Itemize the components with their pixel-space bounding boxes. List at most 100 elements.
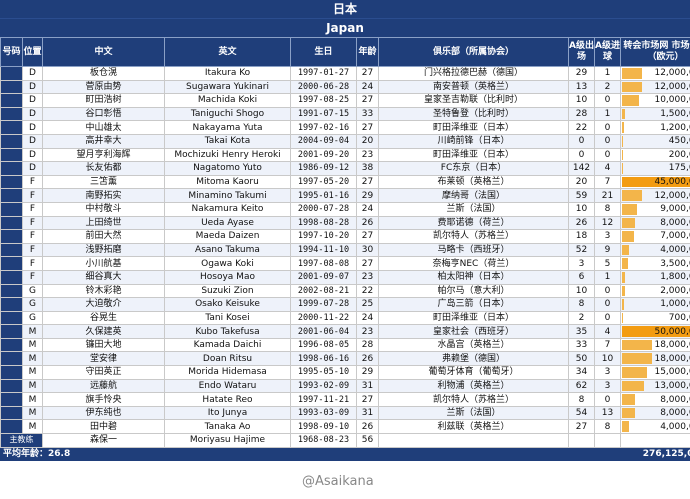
player-number — [0, 392, 23, 407]
player-name-en: Nagatomo Yuto — [164, 161, 291, 176]
player-goals: 3 — [594, 378, 621, 394]
player-value: 8,000,000 — [620, 405, 690, 421]
player-number — [0, 120, 23, 135]
player-value: 18,000,000 — [620, 351, 690, 367]
player-goals: 21 — [594, 188, 621, 203]
player-value: 1,200,000 — [620, 120, 690, 135]
player-name-en: Kubo Takefusa — [164, 324, 291, 339]
player-value: 15,000,000 — [620, 365, 690, 380]
player-age: 28 — [356, 337, 379, 353]
value-bar — [622, 217, 636, 229]
value-text: 4,000,000 — [660, 421, 690, 432]
player-age: 27 — [356, 66, 379, 81]
player-number — [0, 283, 23, 299]
player-name-en: Mochizuki Henry Heroki — [164, 147, 291, 163]
value-bar — [622, 163, 623, 174]
player-name-en: Asano Takuma — [164, 242, 291, 258]
player-name-en: Maeda Daizen — [164, 229, 291, 244]
player-pos: D — [22, 106, 43, 122]
player-name-cn: 谷口彰悟 — [42, 106, 165, 122]
player-value: 450,000 — [620, 133, 690, 149]
player-value: 700,000 — [620, 310, 690, 326]
player-goals: 7 — [594, 337, 621, 353]
player-club: 凯尔特人（苏格兰） — [378, 229, 569, 244]
player-goals: 0 — [594, 392, 621, 407]
player-number — [0, 79, 23, 95]
player-name-cn: 守田英正 — [42, 365, 165, 380]
player-dob: 1993-02-09 — [290, 378, 357, 394]
value-bar — [622, 339, 653, 351]
avg-age: 平均年龄：26.8 — [0, 446, 357, 462]
player-name-en: Taniguchi Shogo — [164, 106, 291, 122]
player-number — [0, 161, 23, 176]
player-name-cn: 田中碧 — [42, 419, 165, 435]
player-age: 33 — [356, 106, 379, 122]
player-pos: G — [22, 310, 43, 326]
player-goals: 8 — [594, 201, 621, 217]
player-caps: 0 — [568, 133, 595, 149]
player-goals: 10 — [594, 351, 621, 367]
player-number — [0, 147, 23, 163]
player-name-en: Machida Koki — [164, 93, 291, 108]
player-pos: M — [22, 392, 43, 407]
value-bar — [622, 149, 623, 161]
value-bar — [622, 190, 643, 201]
player-caps: 35 — [568, 324, 595, 339]
player-name-en: Tani Kosei — [164, 310, 291, 326]
player-age: 22 — [356, 283, 379, 299]
player-club: 利兹联（英格兰） — [378, 419, 569, 435]
player-age: 26 — [356, 351, 379, 367]
value-text: 8,000,000 — [660, 217, 690, 228]
value-text: 15,000,000 — [654, 367, 690, 378]
player-name-cn: 上田绮世 — [42, 215, 165, 231]
player-club: FC东京（日本） — [378, 161, 569, 176]
player-name-cn: 中村敬斗 — [42, 201, 165, 217]
player-age: 23 — [356, 269, 379, 285]
player-dob: 2001-06-04 — [290, 324, 357, 339]
table-row: M 久保建英 Kubo Takefusa 2001-06-04 23 皇家社会（西班牙） 3… — [0, 324, 690, 339]
player-goals: 12 — [594, 215, 621, 231]
coach-dob: 1968-08-23 — [290, 433, 357, 448]
value-text: 1,800,000 — [660, 272, 690, 283]
player-goals: 9 — [594, 242, 621, 258]
player-dob: 1997-10-20 — [290, 229, 357, 244]
table-row: F 小川航基 Ogawa Koki 1997-08-08 27 奈梅亨NEC（荷兰） 3 5 3… — [0, 256, 690, 271]
player-caps: 28 — [568, 106, 595, 122]
value-text: 7,000,000 — [660, 231, 690, 242]
player-dob: 1997-01-27 — [290, 66, 357, 81]
player-dob: 2000-07-28 — [290, 201, 357, 217]
player-club: 奈梅亨NEC（荷兰） — [378, 256, 569, 271]
table-row: D 板仓滉 Itakura Ko 1997-01-27 27 门兴格拉德巴赫（德国） 29 1… — [0, 66, 690, 81]
player-name-en: Suzuki Zion — [164, 283, 291, 299]
player-pos: F — [22, 229, 43, 244]
player-dob: 2002-08-21 — [290, 283, 357, 299]
player-number — [0, 324, 23, 339]
player-caps: 59 — [568, 188, 595, 203]
player-value: 9,000,000 — [620, 201, 690, 217]
header-no: 号码 — [0, 37, 23, 67]
player-name-cn: 铃木彩艳 — [42, 283, 165, 299]
value-bar — [622, 285, 626, 297]
total-value: 276,125,000 — [620, 446, 690, 462]
player-number — [0, 297, 23, 312]
player-pos: M — [22, 351, 43, 367]
player-goals: 3 — [594, 229, 621, 244]
player-goals: 0 — [594, 93, 621, 108]
player-dob: 2001-09-07 — [290, 269, 357, 285]
player-pos: F — [22, 242, 43, 258]
table-row: F 细谷真大 Hosoya Mao 2001-09-07 23 柏太阳神（日本） 6 1 1,8… — [0, 269, 690, 285]
player-goals: 0 — [594, 147, 621, 163]
player-name-cn: 堂安律 — [42, 351, 165, 367]
value-text: 175,000 — [668, 163, 690, 174]
player-name-cn: 长友佑都 — [42, 161, 165, 176]
player-pos: M — [22, 337, 43, 353]
player-name-cn: 板仓滉 — [42, 66, 165, 81]
player-value: 50,000,000 — [620, 324, 690, 339]
player-caps: 34 — [568, 365, 595, 380]
header-club: 俱乐部（所属协会） — [378, 37, 569, 67]
value-bar — [622, 108, 625, 120]
player-dob: 1998-06-16 — [290, 351, 357, 367]
player-name-en: Takai Kota — [164, 133, 291, 149]
player-goals: 1 — [594, 66, 621, 81]
player-age: 38 — [356, 161, 379, 176]
